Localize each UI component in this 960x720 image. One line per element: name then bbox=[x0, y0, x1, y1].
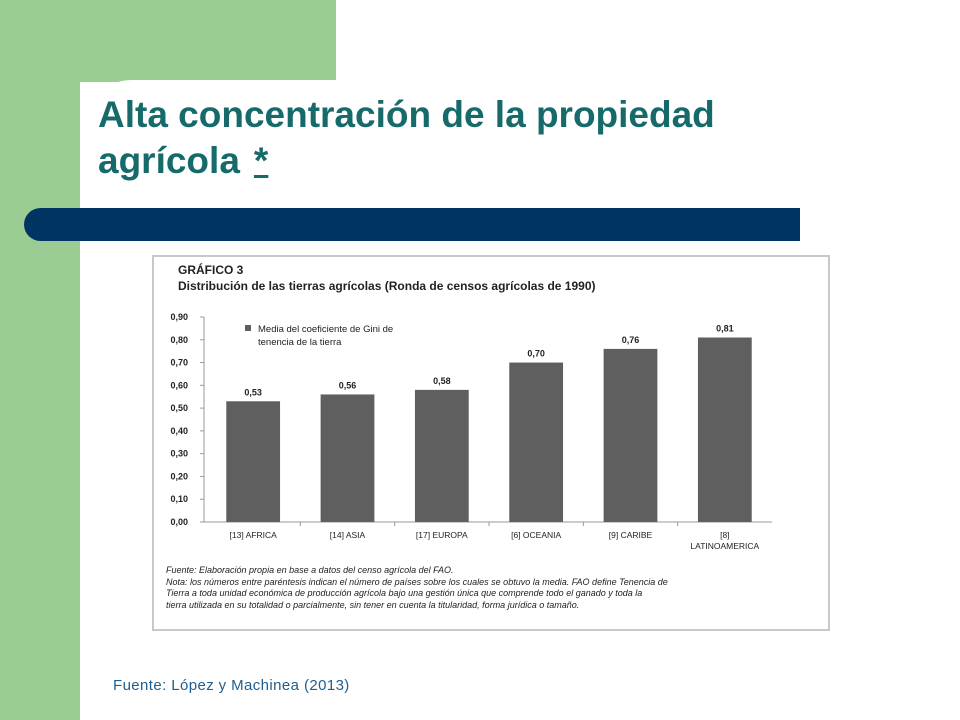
data-label: 0,58 bbox=[433, 376, 451, 386]
note-line: Tierra a toda unidad económica de produc… bbox=[166, 588, 643, 598]
data-label: 0,81 bbox=[716, 324, 734, 334]
x-tick-label: [8] bbox=[720, 530, 729, 540]
x-tick-label: [6] OCEANIA bbox=[511, 530, 561, 540]
y-tick-label: 0,50 bbox=[170, 403, 188, 413]
bar bbox=[603, 348, 658, 522]
y-tick-label: 0,90 bbox=[170, 312, 188, 322]
x-tick-label: LATINOAMERICA bbox=[690, 541, 759, 551]
chart-figure: GRÁFICO 3 Distribución de las tierras ag… bbox=[152, 255, 830, 631]
slide-title-text: Alta concentración de la propiedad agríc… bbox=[98, 94, 715, 181]
bar bbox=[226, 401, 281, 522]
y-tick-label: 0,20 bbox=[170, 471, 188, 481]
figure-title: Distribución de las tierras agrícolas (R… bbox=[178, 279, 596, 293]
y-tick-label: 0,70 bbox=[170, 358, 188, 368]
x-tick-label: [17] EUROPA bbox=[416, 530, 468, 540]
figure-notes: Fuente: Elaboración propia en base a dat… bbox=[166, 565, 826, 611]
green-accent-left bbox=[0, 0, 80, 720]
y-tick-label: 0,00 bbox=[170, 517, 188, 527]
y-tick-label: 0,80 bbox=[170, 335, 188, 345]
footnote-link[interactable]: * bbox=[253, 140, 269, 181]
legend-label: Media del coeficiente de Gini de bbox=[258, 324, 393, 335]
bar-chart: 0,00 0,10 0,20 0,30 0,40 0,50 0,60 0,70 0,80 0,90… bbox=[170, 312, 772, 551]
data-label: 0,76 bbox=[622, 335, 640, 345]
y-tick-label: 0,10 bbox=[170, 494, 188, 504]
legend-label: tenencia de la tierra bbox=[258, 337, 342, 348]
title-divider-band bbox=[24, 208, 800, 241]
y-tick-label: 0,40 bbox=[170, 426, 188, 436]
bar bbox=[697, 337, 752, 522]
figure-label: GRÁFICO 3 bbox=[178, 263, 244, 277]
y-tick-label: 0,30 bbox=[170, 449, 188, 459]
bar bbox=[320, 394, 375, 522]
x-tick-label: [13] AFRICA bbox=[230, 530, 278, 540]
legend-swatch bbox=[245, 325, 251, 331]
note-line: Nota: los números entre paréntesis indic… bbox=[166, 576, 668, 587]
bar bbox=[509, 362, 564, 522]
y-tick-label: 0,60 bbox=[170, 380, 188, 390]
data-label: 0,53 bbox=[244, 387, 262, 397]
data-label: 0,56 bbox=[339, 380, 357, 390]
note-line: tierra utilizada en su totalidad o parci… bbox=[166, 599, 580, 610]
x-tick-label: [9] CARIBE bbox=[609, 530, 653, 540]
slide-title: Alta concentración de la propiedad agríc… bbox=[98, 92, 818, 184]
note-line: Fuente: Elaboración propia en base a dat… bbox=[166, 565, 454, 575]
x-tick-label: [14] ASIA bbox=[330, 530, 366, 540]
data-label: 0,70 bbox=[527, 349, 545, 359]
bar bbox=[414, 389, 469, 522]
slide-source: Fuente: López y Machinea (2013) bbox=[113, 677, 350, 694]
